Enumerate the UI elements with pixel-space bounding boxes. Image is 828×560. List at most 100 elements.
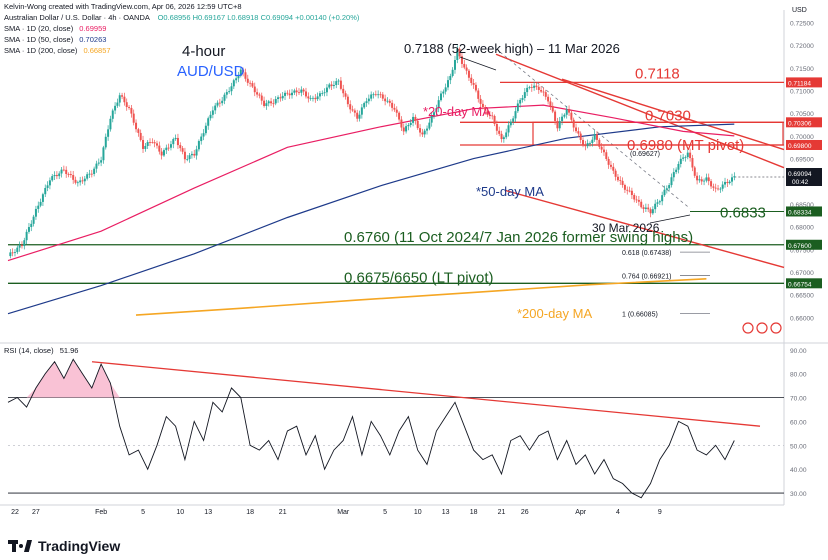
- candle-body: [414, 116, 417, 121]
- time-tick-label: 13: [204, 509, 212, 516]
- current-price-label: 0.69094: [788, 171, 812, 178]
- candle-body: [651, 209, 654, 214]
- candle-body: [34, 208, 37, 217]
- candle-body: [88, 173, 91, 175]
- candle-body: [526, 87, 529, 93]
- candle-body: [589, 142, 591, 144]
- rsi-tick-label: 60.00: [790, 419, 807, 426]
- candle-body: [249, 82, 252, 84]
- candle-body: [218, 102, 221, 104]
- rsi-tick-label: 90.00: [790, 348, 807, 355]
- candle-body: [507, 125, 510, 133]
- candle-body: [314, 97, 317, 100]
- rsi-panel: 90.00 80.00 70.00 60.00 50.00 40.00 30.00: [7, 348, 807, 499]
- price-tick-label: 0.67000: [790, 270, 814, 277]
- candle-body: [58, 173, 61, 177]
- candle-body: [493, 115, 496, 124]
- candles: [9, 45, 736, 259]
- candle-body: [514, 111, 517, 119]
- candle-body: [142, 139, 145, 149]
- candle-body: [325, 87, 328, 93]
- candle-body: [69, 174, 72, 176]
- price-tick-label: 0.68000: [790, 225, 814, 232]
- sma50-legend[interactable]: SMA · 1D (50, close) 0.70263: [4, 35, 107, 44]
- candle-body: [519, 99, 522, 104]
- candle-body: [153, 142, 156, 144]
- candle-body: [472, 83, 475, 85]
- candle-body: [640, 201, 643, 208]
- time-tick-label: 18: [470, 509, 478, 516]
- chart-title: 4-hour: [182, 43, 225, 60]
- sma200-legend[interactable]: SMA · 1D (200, close) 0.66857: [4, 46, 111, 55]
- low-axis-label: 0.68334: [788, 209, 812, 216]
- time-tick-label: 27: [32, 509, 40, 516]
- candle-body: [242, 69, 245, 73]
- candle-body: [239, 69, 242, 76]
- level-axis-tag: [786, 139, 822, 150]
- candle-body: [53, 175, 56, 177]
- candle-body: [46, 185, 49, 188]
- candle-body: [558, 121, 561, 129]
- candle-body: [707, 177, 710, 182]
- candle-body: [598, 139, 601, 147]
- tradingview-logo[interactable]: TradingView: [8, 538, 120, 554]
- candle-body: [158, 145, 161, 152]
- price-tick-label: 0.67500: [790, 247, 814, 254]
- candle-body: [225, 92, 228, 95]
- candle-body: [437, 100, 440, 109]
- fib-label: 0.618 (0.67438): [622, 250, 671, 257]
- candle-body: [214, 105, 217, 111]
- candle-body: [344, 93, 347, 97]
- tradingview-logo-icon: [8, 540, 34, 552]
- candle-body: [656, 202, 659, 204]
- candle-body: [190, 153, 193, 156]
- candle-body: [726, 181, 729, 184]
- candle-body: [72, 175, 75, 180]
- candle-body: [612, 166, 615, 171]
- candle-body: [235, 78, 238, 81]
- candle-body: [710, 181, 713, 187]
- candle-body: [358, 114, 361, 119]
- candle-body: [547, 96, 550, 102]
- candle-body: [579, 133, 582, 140]
- candle-body: [549, 101, 552, 106]
- candle-body: [116, 102, 119, 106]
- candle-body: [523, 92, 526, 98]
- channel-lower: [504, 189, 785, 269]
- candle-body: [223, 94, 226, 101]
- price-tick-label: 0.70000: [790, 134, 814, 141]
- candle-body: [209, 114, 212, 119]
- candle-body: [556, 120, 559, 129]
- candle-body: [246, 78, 249, 83]
- rsi-line: [7, 358, 735, 499]
- candle-body: [174, 137, 177, 140]
- candle-body: [293, 90, 296, 93]
- candle-body: [605, 152, 608, 159]
- candle-body: [155, 143, 158, 146]
- candle-body: [616, 176, 619, 181]
- candle-body: [458, 48, 461, 57]
- symbol-name: Australian Dollar / U.S. Dollar · 4h · O…: [4, 13, 150, 22]
- candle-body: [498, 130, 501, 134]
- candle-body: [426, 128, 429, 131]
- low-value-label: 0.6833: [720, 204, 766, 221]
- sma20-legend[interactable]: SMA · 1D (20, close) 0.69959: [4, 24, 107, 33]
- candle-body: [176, 137, 179, 146]
- candle-body: [123, 96, 126, 103]
- candle-body: [693, 167, 696, 176]
- candle-body: [430, 115, 433, 123]
- candle-body: [183, 151, 186, 160]
- candle-body: [298, 92, 300, 94]
- candle-body: [25, 231, 28, 241]
- candle-body: [467, 70, 470, 78]
- rsi-tick-label: 50.00: [790, 443, 807, 450]
- candle-body: [481, 103, 484, 107]
- grid: [0, 10, 828, 506]
- rsi-legend[interactable]: RSI (14, close) 51.96: [4, 346, 79, 355]
- price-tick-label: 0.72000: [790, 43, 814, 50]
- candle-body: [668, 185, 671, 189]
- candle-body: [595, 134, 598, 140]
- candle-body: [97, 162, 100, 164]
- candle-body: [395, 109, 398, 113]
